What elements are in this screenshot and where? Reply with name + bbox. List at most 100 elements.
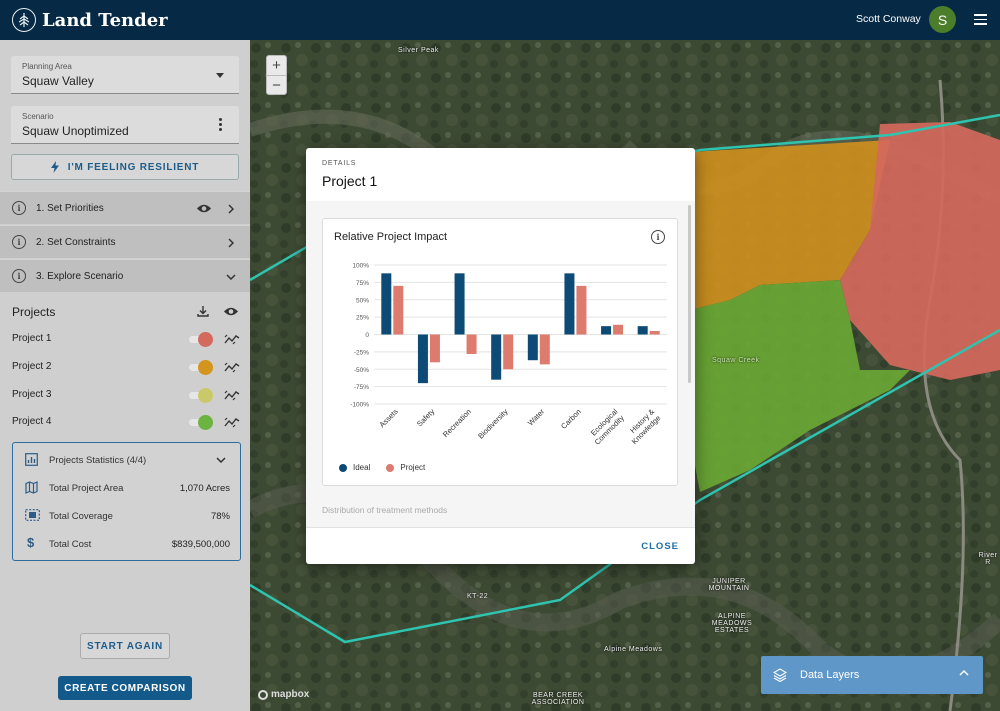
project-row-1[interactable]: Project 1 bbox=[0, 329, 250, 349]
trending-icon[interactable] bbox=[224, 416, 240, 428]
dialog-body[interactable]: Relative Project Impact i 100% 75% 50% 25% 0… bbox=[306, 201, 695, 527]
planning-area-select[interactable]: Planning Area Squaw Valley bbox=[11, 56, 239, 94]
planning-area-label: Planning Area bbox=[22, 62, 72, 71]
x-tick-label: Safety bbox=[415, 407, 437, 429]
info-icon[interactable]: i bbox=[12, 235, 26, 249]
chevron-right-icon[interactable] bbox=[228, 238, 234, 248]
layers-icon bbox=[773, 668, 787, 682]
map-label: Alpine Meadows bbox=[604, 646, 663, 653]
x-tick-label: Recreation bbox=[441, 407, 473, 439]
info-icon[interactable]: i bbox=[12, 269, 26, 283]
start-again-button[interactable]: START AGAIN bbox=[80, 633, 170, 659]
bar-ideal bbox=[527, 334, 538, 361]
project-label: Project 2 bbox=[12, 361, 52, 372]
mapbox-attribution[interactable]: mapbox bbox=[258, 689, 309, 700]
lightning-icon bbox=[50, 161, 59, 173]
bar-project bbox=[539, 334, 550, 365]
project-toggle[interactable] bbox=[198, 415, 213, 430]
data-layers-panel[interactable]: Data Layers bbox=[761, 656, 983, 694]
close-button[interactable]: CLOSE bbox=[641, 541, 679, 552]
bar-project bbox=[576, 285, 587, 335]
step-set-priorities[interactable]: i 1. Set Priorities bbox=[0, 191, 250, 224]
chevron-down-icon[interactable] bbox=[226, 274, 236, 280]
bar-project bbox=[613, 324, 624, 335]
more-vertical-icon[interactable] bbox=[219, 118, 222, 133]
feeling-resilient-button[interactable]: I'M FEELING RESILIENT bbox=[11, 154, 239, 180]
project-toggle[interactable] bbox=[198, 332, 213, 347]
project-toggle[interactable] bbox=[198, 360, 213, 375]
step-label: 1. Set Priorities bbox=[36, 202, 104, 214]
step-explore-scenario[interactable]: i 3. Explore Scenario bbox=[0, 259, 250, 292]
project-toggle-track[interactable] bbox=[189, 364, 205, 371]
mapbox-logo-icon bbox=[258, 689, 268, 700]
project-label: Project 3 bbox=[12, 389, 52, 400]
stat-label: Total Project Area bbox=[49, 483, 124, 494]
bar-ideal bbox=[637, 326, 648, 335]
legend-swatch bbox=[386, 463, 395, 472]
map-label: River R bbox=[978, 552, 998, 566]
trending-icon[interactable] bbox=[224, 333, 240, 345]
project-toggle-track[interactable] bbox=[189, 392, 205, 399]
stat-total-cost: $ Total Cost $839,500,000 bbox=[13, 534, 240, 554]
project-row-4[interactable]: Project 4 bbox=[0, 412, 250, 432]
bar-project bbox=[466, 334, 477, 354]
chevron-down-icon[interactable] bbox=[216, 457, 226, 463]
step-label: 3. Explore Scenario bbox=[36, 270, 124, 282]
legend-item-project: Project bbox=[386, 463, 425, 472]
brand[interactable]: Land Tender bbox=[12, 8, 168, 32]
download-icon[interactable] bbox=[197, 305, 209, 317]
avatar[interactable]: S bbox=[929, 6, 956, 33]
create-comparison-button[interactable]: CREATE COMPARISON bbox=[58, 676, 192, 700]
y-tick-label: 50% bbox=[356, 297, 369, 304]
bar-chart-icon bbox=[25, 453, 38, 466]
chart-legend: Ideal Project bbox=[339, 463, 441, 472]
info-icon[interactable]: i bbox=[651, 230, 665, 244]
stat-value: 1,070 Acres bbox=[179, 483, 230, 494]
stat-total-area: Total Project Area 1,070 Acres bbox=[13, 478, 240, 498]
zoom-in-button[interactable]: + bbox=[272, 57, 281, 74]
trending-icon[interactable] bbox=[224, 389, 240, 401]
map-label: BEAR CREEK ASSOCIATION bbox=[531, 692, 585, 706]
y-tick-label: -50% bbox=[354, 367, 369, 374]
zoom-divider bbox=[267, 75, 286, 76]
bar-ideal bbox=[601, 326, 612, 335]
project-toggle-track[interactable] bbox=[189, 336, 205, 343]
project-details-dialog: DETAILS Project 1 Relative Project Impac… bbox=[306, 148, 695, 564]
eye-icon[interactable] bbox=[196, 203, 212, 214]
legend-label: Ideal bbox=[353, 463, 371, 472]
project-row-2[interactable]: Project 2 bbox=[0, 357, 250, 377]
map-label: Squaw Creek bbox=[712, 357, 760, 364]
zoom-out-button[interactable]: − bbox=[272, 77, 281, 94]
project-toggle[interactable] bbox=[198, 388, 213, 403]
project-toggle-track[interactable] bbox=[189, 419, 205, 426]
y-tick-label: 0 bbox=[365, 332, 369, 339]
impact-bar-chart: 100% 75% 50% 25% 0 -25% -50% -75% -100% Assets Saf… bbox=[350, 263, 667, 447]
bar-ideal bbox=[491, 334, 502, 380]
map-icon bbox=[25, 481, 38, 494]
trending-icon[interactable] bbox=[224, 361, 240, 373]
x-tick-label: EcologicalCommodity bbox=[586, 407, 626, 447]
info-icon[interactable]: i bbox=[12, 201, 26, 215]
project-label: Project 1 bbox=[12, 333, 52, 344]
x-tick-label: Water bbox=[526, 407, 547, 428]
hamburger-menu-icon[interactable] bbox=[974, 14, 987, 25]
bar-ideal bbox=[454, 273, 465, 335]
feeling-resilient-label: I'M FEELING RESILIENT bbox=[67, 161, 200, 173]
chevron-up-icon[interactable] bbox=[959, 670, 969, 676]
dialog-title: Project 1 bbox=[322, 173, 378, 189]
scrollbar-thumb[interactable] bbox=[688, 205, 691, 383]
scenario-select[interactable]: Scenario Squaw Unoptimized bbox=[11, 106, 239, 144]
x-tick-label: Biodiversity bbox=[476, 407, 510, 441]
chart-title: Relative Project Impact bbox=[334, 231, 448, 243]
step-set-constraints[interactable]: i 2. Set Constraints bbox=[0, 225, 250, 258]
chevron-right-icon[interactable] bbox=[228, 204, 234, 214]
sidebar: Planning Area Squaw Valley Scenario Squa… bbox=[0, 40, 250, 711]
stats-header[interactable]: Projects Statistics (4/4) bbox=[13, 450, 240, 470]
bar-ideal bbox=[417, 334, 428, 384]
distribution-heading: Distribution of treatment methods bbox=[322, 505, 448, 515]
planning-area-value: Squaw Valley bbox=[22, 74, 94, 88]
dialog-caption: DETAILS bbox=[322, 160, 357, 167]
eye-icon[interactable] bbox=[223, 306, 239, 317]
project-row-3[interactable]: Project 3 bbox=[0, 385, 250, 405]
scenario-value: Squaw Unoptimized bbox=[22, 124, 129, 138]
